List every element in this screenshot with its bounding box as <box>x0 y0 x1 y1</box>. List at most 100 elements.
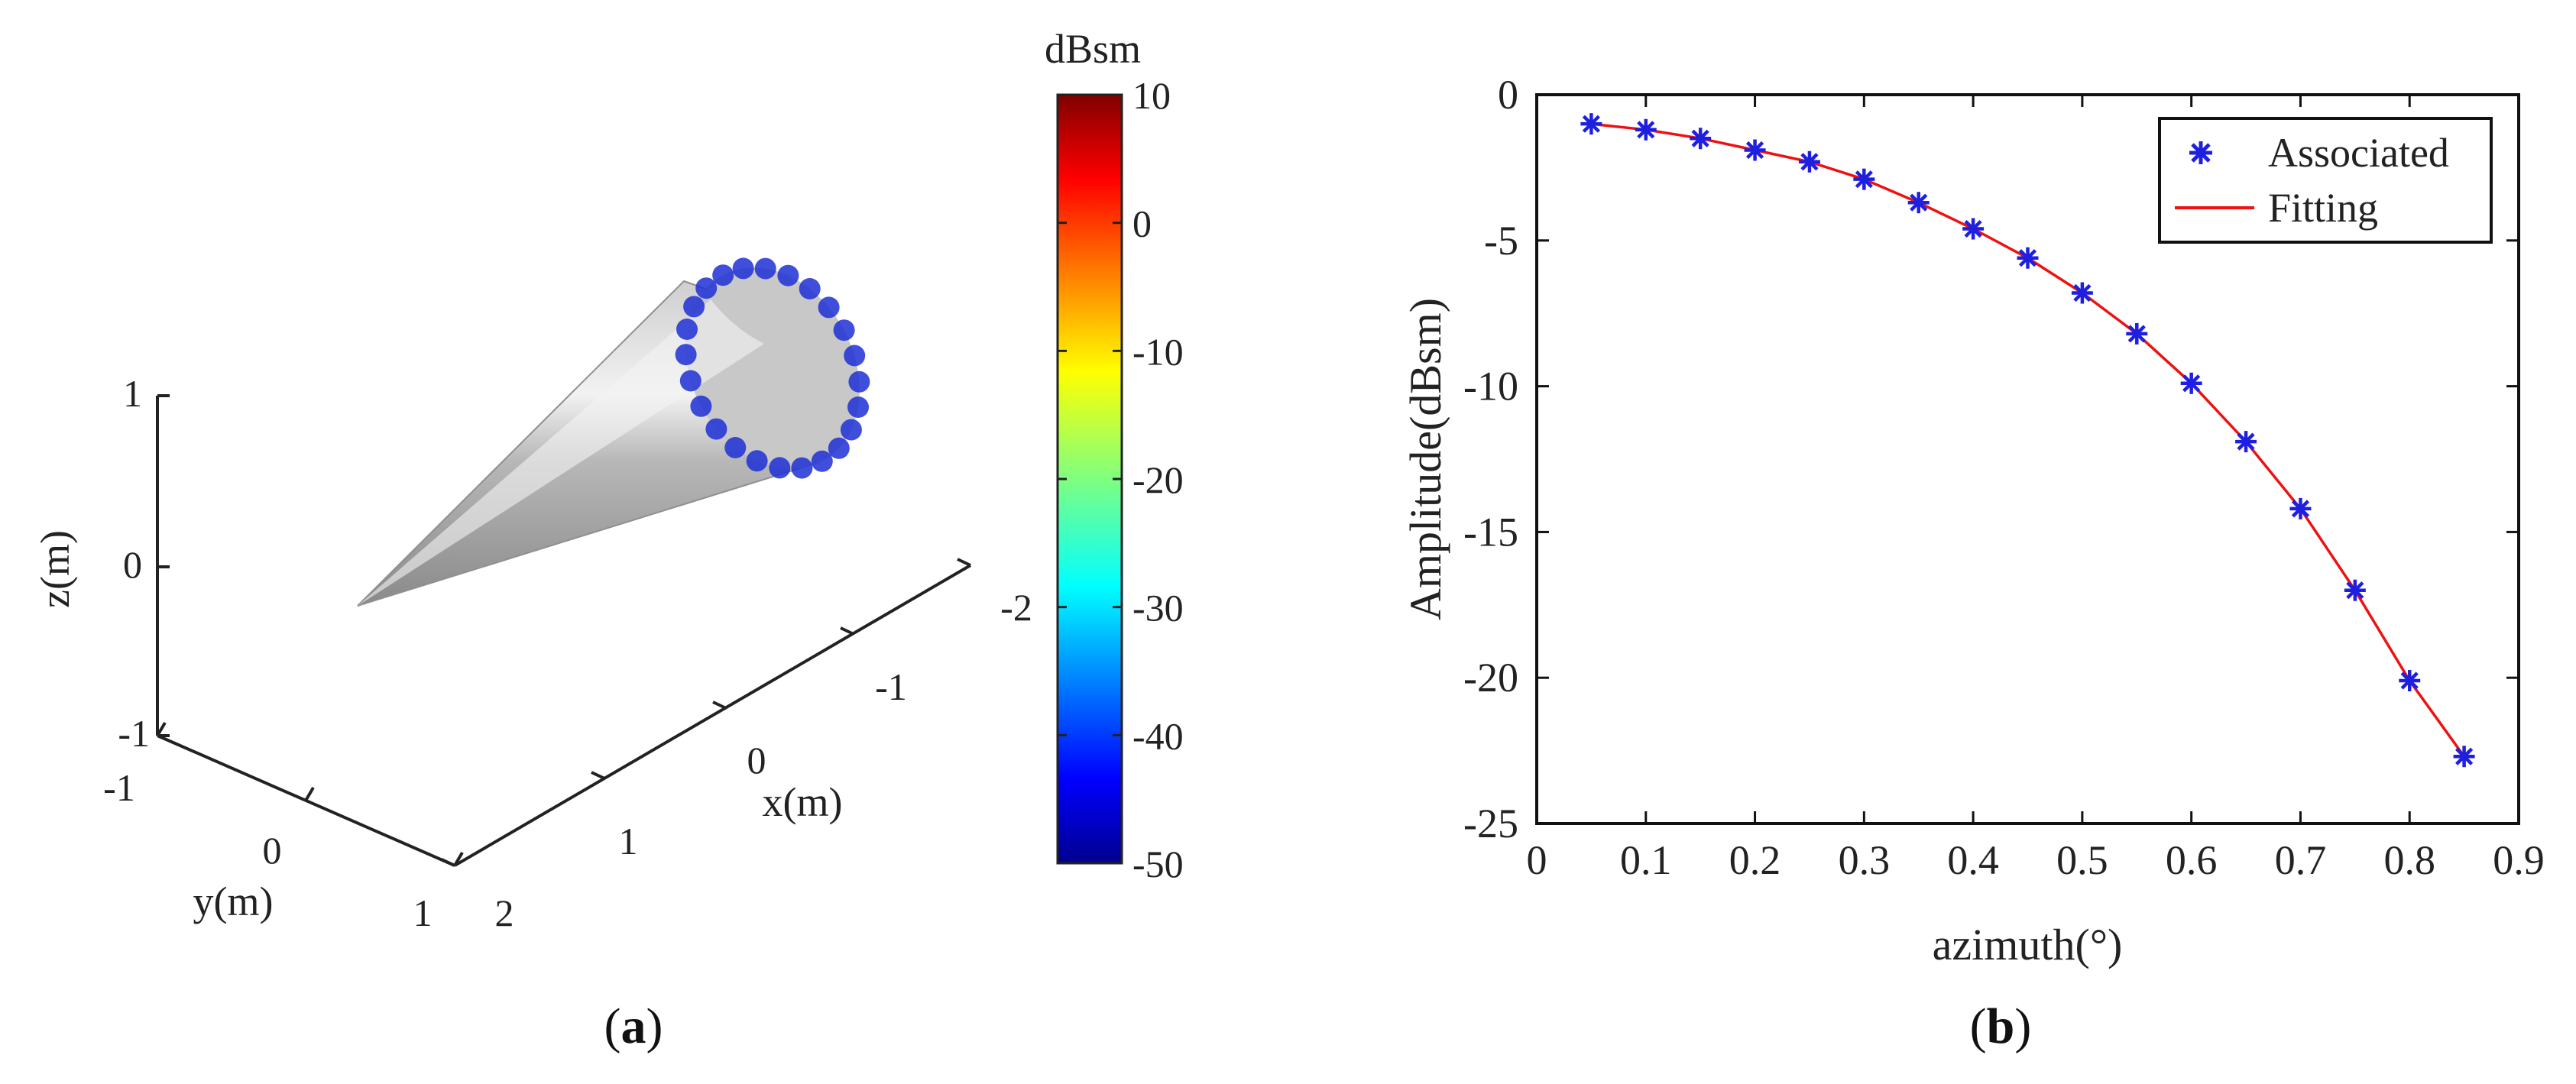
associated-point <box>2289 497 2312 519</box>
scattering-center-point <box>695 277 718 299</box>
associated-point <box>1962 218 1985 240</box>
axis-ticks <box>1535 93 2520 825</box>
caption-a: (a) <box>604 998 663 1054</box>
x-tick-label: 0 <box>1527 837 1547 883</box>
x-tick-label: 0.8 <box>2383 837 2435 883</box>
x-tick-label: -2 <box>1000 586 1032 629</box>
caption-b-letter: b <box>1987 998 2015 1054</box>
associated-point <box>2344 579 2366 601</box>
cone-base <box>685 267 860 469</box>
scattering-center-point <box>690 395 712 417</box>
y-tick-label: -5 <box>1484 218 1518 264</box>
y-tick-label: 0 <box>1498 72 1518 118</box>
x-tick-label: 0.4 <box>1947 837 1999 883</box>
associated-point <box>1798 150 1820 173</box>
associated-point <box>1853 168 1875 190</box>
scattering-center-point <box>844 345 866 367</box>
x-tick-label: 0.6 <box>2166 837 2218 883</box>
z-ticks <box>157 394 170 737</box>
z-tick-label: 0 <box>123 543 142 586</box>
y-axis-label: Amplitude(dBsm) <box>1401 298 1450 620</box>
x-tick-label: 0.1 <box>1620 837 1672 883</box>
colorbar-tick-label: 0 <box>1132 202 1152 245</box>
legend: Associated Fitting <box>2158 117 2493 244</box>
y-tick-label: -15 <box>1463 509 1518 555</box>
x-tick-label: -1 <box>875 665 907 708</box>
colorbar-label: dBsm <box>1045 26 1141 72</box>
scattering-center-point <box>848 371 870 393</box>
legend-fitting-label: Fitting <box>2268 185 2378 231</box>
associated-point <box>1580 113 1602 135</box>
scattering-center-point <box>811 450 833 472</box>
legend-associated-label: Associated <box>2268 130 2449 176</box>
associated-point <box>1907 192 1930 214</box>
x-tick-label: 0.3 <box>1839 837 1891 883</box>
colorbar-tick-label: -30 <box>1132 587 1184 629</box>
x-tick-label: 0.5 <box>2056 837 2108 883</box>
scattering-center-point <box>675 344 697 366</box>
z-tick-label: -1 <box>118 712 150 755</box>
associated-point <box>2180 372 2202 394</box>
y-tick-label: 1 <box>413 891 433 934</box>
scattering-center-point <box>818 296 840 319</box>
x-axis-label: azimuth(°) <box>1933 920 2123 969</box>
associated-point <box>1744 139 1766 161</box>
y-tick-label: -10 <box>1463 364 1518 409</box>
caption-a-letter: a <box>621 998 646 1054</box>
scattering-center-point <box>676 319 698 340</box>
associated-point <box>2399 670 2421 692</box>
y-axis-label: y(m) <box>193 879 274 924</box>
associated-point <box>2235 431 2257 453</box>
x-tick-label: 0.7 <box>2275 837 2327 883</box>
colorbar-tick-label: -40 <box>1132 714 1184 757</box>
scattering-center-point <box>847 396 869 418</box>
axis-tick-labels: 0 0.1 0.2 0.3 0.4 0.5 0.6 0.7 0.8 0.9 0 -5 -10 -15 -20… <box>1463 72 2545 883</box>
legend-box <box>2158 117 2493 244</box>
scattering-center-point <box>679 370 702 392</box>
x-ticks <box>441 558 971 867</box>
scattering-center-point <box>769 457 791 479</box>
colorbar-ticks: 10 0 -10 -20 -30 -40 -50 <box>1058 74 1184 885</box>
panel-b-line-plot: 0 0.1 0.2 0.3 0.4 0.5 0.6 0.7 0.8 0.9 0 -5 -10 -15 -20… <box>1401 72 2545 969</box>
associated-point <box>1690 128 1712 150</box>
x-axis-label: x(m) <box>763 779 843 825</box>
scattering-center-point <box>828 437 850 459</box>
scattering-center-point <box>746 450 768 472</box>
scattering-center-point <box>791 457 813 479</box>
scattering-center-point <box>799 278 821 299</box>
scattering-center-point <box>712 264 734 286</box>
associated-point <box>2017 247 2039 269</box>
x-tick-label: 2 <box>495 891 514 934</box>
associated-point <box>2071 282 2093 304</box>
panel-a-3d-plot: 1 0 -1 z(m) -1 0 1 y(m) 2 1 0 -1 -2 x(m) <box>32 26 1184 934</box>
scattering-center-ring <box>675 257 870 479</box>
caption-b: (b) <box>1970 998 2032 1054</box>
associated-point <box>2453 746 2475 768</box>
colorbar-tick-label: -50 <box>1132 843 1184 885</box>
colorbar-tick-label: 10 <box>1132 74 1171 117</box>
scattering-center-point <box>705 418 727 440</box>
series-associated <box>1580 113 2475 768</box>
x-tick-label: 0 <box>747 739 766 781</box>
legend-associated-marker <box>2189 141 2212 164</box>
scattering-center-point <box>683 296 705 318</box>
z-axis-label: z(m) <box>32 530 78 608</box>
scattering-center-point <box>724 437 747 458</box>
y-tick-label: -1 <box>103 766 135 809</box>
colorbar <box>1056 93 1123 865</box>
colorbar-tick-label: -10 <box>1132 330 1184 373</box>
cone-highlight <box>358 299 764 606</box>
y-tick-label: -20 <box>1463 655 1518 701</box>
z-tick-label: 1 <box>123 372 142 415</box>
scattering-center-point <box>732 257 754 280</box>
x-axis-line <box>453 564 972 867</box>
x-tick-label: 1 <box>619 820 638 862</box>
scattering-center-point <box>840 419 862 441</box>
y-tick-label: 0 <box>263 829 282 872</box>
x-tick-label: 0.2 <box>1729 837 1781 883</box>
scattering-center-point <box>777 264 799 286</box>
y-ticks <box>156 721 464 867</box>
scattering-center-point <box>833 319 855 341</box>
scattering-center-point <box>754 257 776 280</box>
